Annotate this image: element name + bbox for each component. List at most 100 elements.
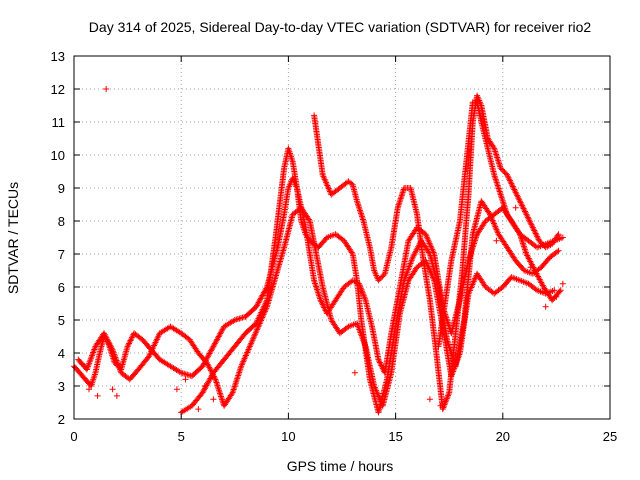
data-point-track-c — [522, 209, 529, 216]
data-point-track-c — [376, 276, 383, 283]
x-tick-label: 0 — [70, 429, 77, 444]
data-point-track-a — [128, 336, 135, 343]
data-point-track-c — [533, 231, 540, 238]
data-point-track-e — [516, 229, 523, 236]
data-point-outliers — [493, 237, 500, 244]
data-point-track-c — [497, 165, 504, 172]
data-point-track-d — [305, 216, 312, 223]
data-point-track-d — [532, 286, 539, 293]
y-tick-label: 9 — [58, 181, 65, 196]
data-point-track-a — [128, 334, 135, 341]
data-point-track-d — [236, 367, 243, 374]
data-point-track-c — [521, 208, 528, 215]
y-tick-label: 10 — [51, 148, 65, 163]
data-point-outliers — [426, 396, 433, 403]
data-point-track-c — [500, 167, 507, 174]
y-tick-label: 2 — [58, 412, 65, 427]
data-point-outliers — [113, 392, 120, 399]
data-point-track-a — [376, 359, 383, 366]
data-point-outliers — [195, 406, 202, 413]
x-tick-label: 15 — [388, 429, 402, 444]
x-tick-label: 25 — [603, 429, 617, 444]
data-point-track-a — [378, 362, 385, 369]
data-point-track-c — [536, 237, 543, 244]
data-point-track-d — [228, 391, 235, 398]
data-point-track-a — [375, 356, 382, 363]
data-point-track-d — [231, 384, 238, 391]
data-point-outliers — [351, 369, 358, 376]
data-point-outliers — [182, 376, 189, 383]
data-point-track-c — [538, 240, 545, 247]
data-point-track-c — [526, 218, 533, 225]
data-point-track-c — [517, 199, 524, 206]
data-point-track-c — [520, 205, 527, 212]
data-point-track-a — [377, 361, 384, 367]
data-point-track-d — [235, 370, 242, 377]
data-point-track-a — [127, 337, 134, 344]
y-tick-label: 3 — [58, 379, 65, 394]
data-point-track-c — [554, 232, 561, 239]
data-point-track-c — [531, 227, 538, 234]
data-point-track-c — [375, 277, 382, 284]
data-point-track-d — [233, 377, 240, 384]
data-point-track-d — [551, 287, 558, 294]
data-point-outliers — [512, 204, 519, 211]
y-tick-label: 8 — [58, 214, 65, 229]
x-tick-label: 20 — [496, 429, 510, 444]
data-point-track-d — [236, 369, 243, 376]
x-tick-label: 10 — [281, 429, 295, 444]
data-point-track-c — [516, 196, 523, 203]
data-point-track-c — [524, 214, 531, 221]
data-point-track-c — [498, 166, 505, 173]
data-point-track-c — [490, 143, 497, 150]
data-point-track-a — [559, 234, 566, 241]
data-point-track-d — [217, 391, 224, 398]
data-point-track-d — [231, 383, 238, 390]
data-point-outliers — [94, 392, 101, 399]
data-point-track-c — [530, 226, 537, 233]
data-point-outliers — [103, 86, 110, 92]
data-point-outliers — [109, 386, 116, 393]
y-tick-label: 7 — [58, 247, 65, 262]
data-point-track-b — [555, 247, 562, 254]
data-point-outliers — [210, 396, 217, 403]
y-axis-label: SDTVAR / TECUs — [5, 182, 21, 294]
data-point-outliers — [542, 303, 549, 310]
data-point-track-c — [511, 187, 518, 194]
data-point-track-d — [233, 378, 240, 385]
data-point-track-e — [556, 288, 563, 295]
data-point-track-a — [317, 297, 324, 304]
data-point-track-c — [526, 217, 533, 224]
data-point-track-c — [531, 229, 538, 235]
data-point-track-c — [507, 179, 514, 186]
data-point-track-c — [514, 193, 521, 200]
axis-ticks: 0 5 10 15 20 25 2 3 4 5 6 7 8 9 10 11 12 13 — [51, 49, 618, 444]
data-point-track-c — [523, 211, 530, 218]
data-point-track-c — [509, 183, 516, 190]
data-point-track-c — [509, 182, 516, 189]
data-point-track-c — [516, 198, 523, 205]
data-point-track-c — [514, 192, 521, 199]
data-point-track-a — [126, 339, 133, 345]
y-tick-label: 12 — [51, 82, 65, 97]
data-point-track-c — [510, 185, 517, 191]
data-point-outliers — [81, 363, 88, 370]
data-point-track-c — [505, 174, 512, 181]
data-point-track-c — [534, 233, 541, 240]
data-point-track-c — [519, 204, 526, 211]
data-point-track-c — [512, 189, 519, 196]
data-point-track-d — [217, 390, 224, 397]
data-point-outliers — [377, 402, 384, 409]
data-point-track-c — [504, 171, 511, 178]
data-point-track-d — [216, 388, 223, 395]
data-point-track-d — [215, 384, 222, 391]
data-point-track-c — [537, 239, 544, 246]
x-axis-label: GPS time / hours — [287, 458, 394, 474]
data-point-track-d — [235, 372, 242, 379]
data-point-track-a — [376, 358, 383, 365]
data-point-track-c — [534, 234, 541, 241]
data-point-track-b — [554, 248, 561, 255]
data-point-outliers — [86, 386, 93, 393]
data-point-outliers — [559, 280, 566, 287]
y-tick-label: 6 — [58, 280, 65, 295]
